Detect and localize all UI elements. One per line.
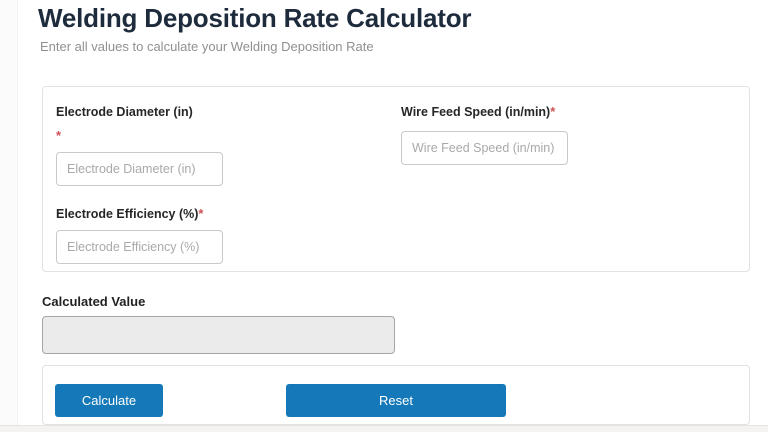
actions-card: Calculate Reset [42, 365, 750, 425]
electrode-efficiency-input[interactable] [56, 230, 223, 264]
wire-feed-speed-required-asterisk: * [550, 104, 556, 119]
calculated-value-label: Calculated Value [42, 294, 146, 309]
electrode-diameter-field: Electrode Diameter (in) * [56, 103, 223, 186]
page-bottom-gutter [0, 425, 768, 432]
wire-feed-speed-label: Wire Feed Speed (in/min) [401, 105, 551, 119]
calculated-value-output [42, 316, 395, 354]
electrode-efficiency-field: Electrode Efficiency (%)* [56, 205, 223, 264]
electrode-diameter-required-asterisk: * [56, 128, 62, 143]
electrode-efficiency-required-asterisk: * [198, 206, 204, 221]
wire-feed-speed-input[interactable] [401, 131, 568, 165]
electrode-diameter-input[interactable] [56, 152, 223, 186]
electrode-diameter-label: Electrode Diameter (in) [56, 105, 193, 119]
calculate-button[interactable]: Calculate [55, 384, 163, 417]
page-subtitle: Enter all values to calculate your Weldi… [40, 39, 374, 54]
electrode-efficiency-label: Electrode Efficiency (%) [56, 207, 199, 221]
page-title: Welding Deposition Rate Calculator [38, 3, 472, 33]
page-left-gutter [0, 0, 18, 432]
wire-feed-speed-field: Wire Feed Speed (in/min)* [401, 103, 568, 165]
reset-button[interactable]: Reset [286, 384, 506, 417]
calculator-form-card: Electrode Diameter (in) * Wire Feed Spee… [42, 86, 750, 272]
